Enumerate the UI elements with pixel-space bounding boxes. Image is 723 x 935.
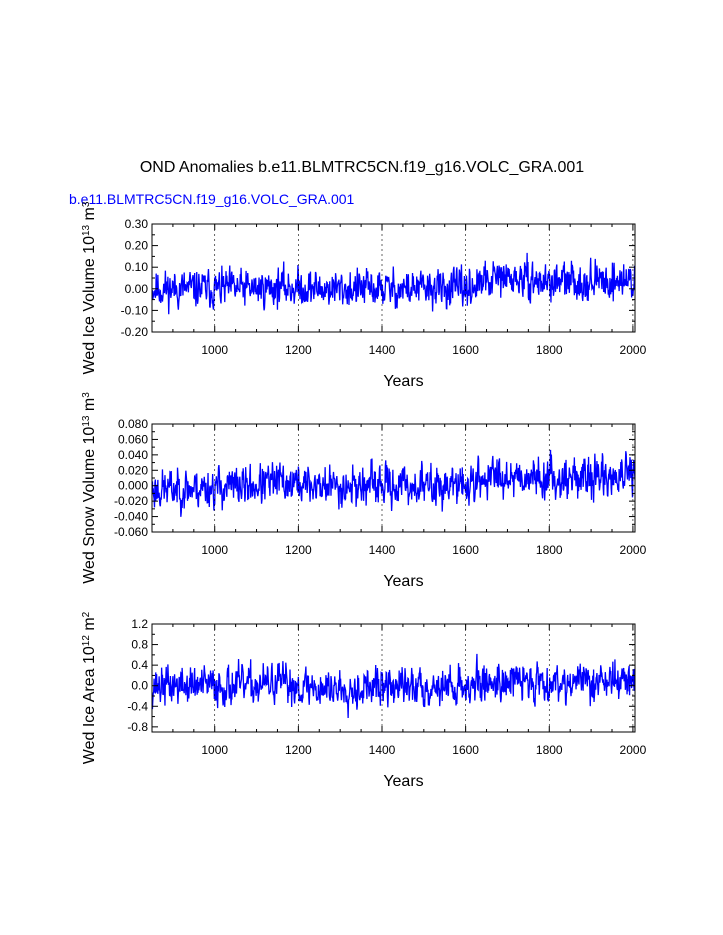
y-tick-label: -0.060 [114, 525, 148, 539]
y-tick-label: -0.8 [127, 720, 148, 734]
panels: 1000 1200 1400 1600 1800 2000 -0.20 -0.10 0.00 0.… [81, 201, 647, 790]
y-tick-label: -0.10 [121, 303, 149, 317]
series-line-ice_area [152, 653, 635, 719]
y-tick-label: 0.060 [118, 432, 148, 446]
x-tick-label: 1000 [201, 343, 228, 357]
y-tick-label: 0.040 [118, 448, 148, 462]
y-tick-label: 0.080 [118, 417, 148, 431]
y-tick-label: 0.4 [131, 658, 148, 672]
x-tick-label: 1600 [452, 343, 479, 357]
x-tick-label: 1400 [369, 543, 396, 557]
y-tick-label: 0.10 [125, 260, 149, 274]
x-tick-label: 1600 [452, 743, 479, 757]
y-tick-label: -0.20 [121, 325, 149, 339]
series-line-snow_volume [152, 449, 635, 517]
y-tick-label: -0.040 [114, 510, 148, 524]
y-tick-label: 0.020 [118, 463, 148, 477]
x-tick-label: 1800 [536, 543, 563, 557]
y-tick-label: 0.20 [125, 239, 149, 253]
x-axis-label: Years [383, 573, 423, 590]
x-tick-label: 2000 [620, 343, 647, 357]
x-tick-label: 1200 [285, 743, 312, 757]
x-tick-label: 1800 [536, 743, 563, 757]
x-tick-label: 1000 [201, 543, 228, 557]
x-tick-label: 1800 [536, 343, 563, 357]
panel-3: 1000 1200 1400 1600 1800 2000 -0.8 -0.4 0.0 0.4 0.… [81, 611, 647, 790]
y-tick-label: -0.4 [127, 699, 148, 713]
y-axis-label: Wed Ice Volume 1013 m3 [81, 201, 99, 374]
panel-1: 1000 1200 1400 1600 1800 2000 -0.20 -0.10 0.00 0.… [81, 201, 647, 390]
x-tick-label: 1600 [452, 543, 479, 557]
x-tick-label: 1400 [369, 743, 396, 757]
y-tick-label: -0.020 [114, 494, 148, 508]
x-tick-label: 1200 [285, 343, 312, 357]
x-tick-label: 2000 [620, 743, 647, 757]
x-tick-label: 1400 [369, 343, 396, 357]
x-axis-label: Years [383, 773, 423, 790]
x-tick-label: 1000 [201, 743, 228, 757]
y-tick-label: 0.30 [125, 217, 149, 231]
y-tick-label: 0.8 [131, 638, 148, 652]
y-tick-label: 0.0 [131, 679, 148, 693]
main-title: OND Anomalies b.e11.BLMTRC5CN.f19_g16.VO… [140, 159, 584, 176]
y-tick-label: 0.00 [125, 282, 149, 296]
y-axis-label: Wed Snow Volume 1013 m3 [81, 392, 99, 584]
x-tick-label: 2000 [620, 543, 647, 557]
x-tick-label: 1200 [285, 543, 312, 557]
y-tick-label: 1.2 [131, 617, 148, 631]
y-tick-label: 0.000 [118, 479, 148, 493]
y-axis-label: Wed Ice Area 1012 m2 [81, 611, 99, 764]
x-axis-label: Years [383, 373, 423, 390]
panel-2: 1000 1200 1400 1600 1800 2000 -0.060-0.040 -0.0… [81, 392, 647, 590]
plot-frame [151, 623, 636, 733]
subtitle: b.e11.BLMTRC5CN.f19_g16.VOLC_GRA.001 [69, 191, 355, 207]
series-line-ice_volume [152, 252, 635, 315]
